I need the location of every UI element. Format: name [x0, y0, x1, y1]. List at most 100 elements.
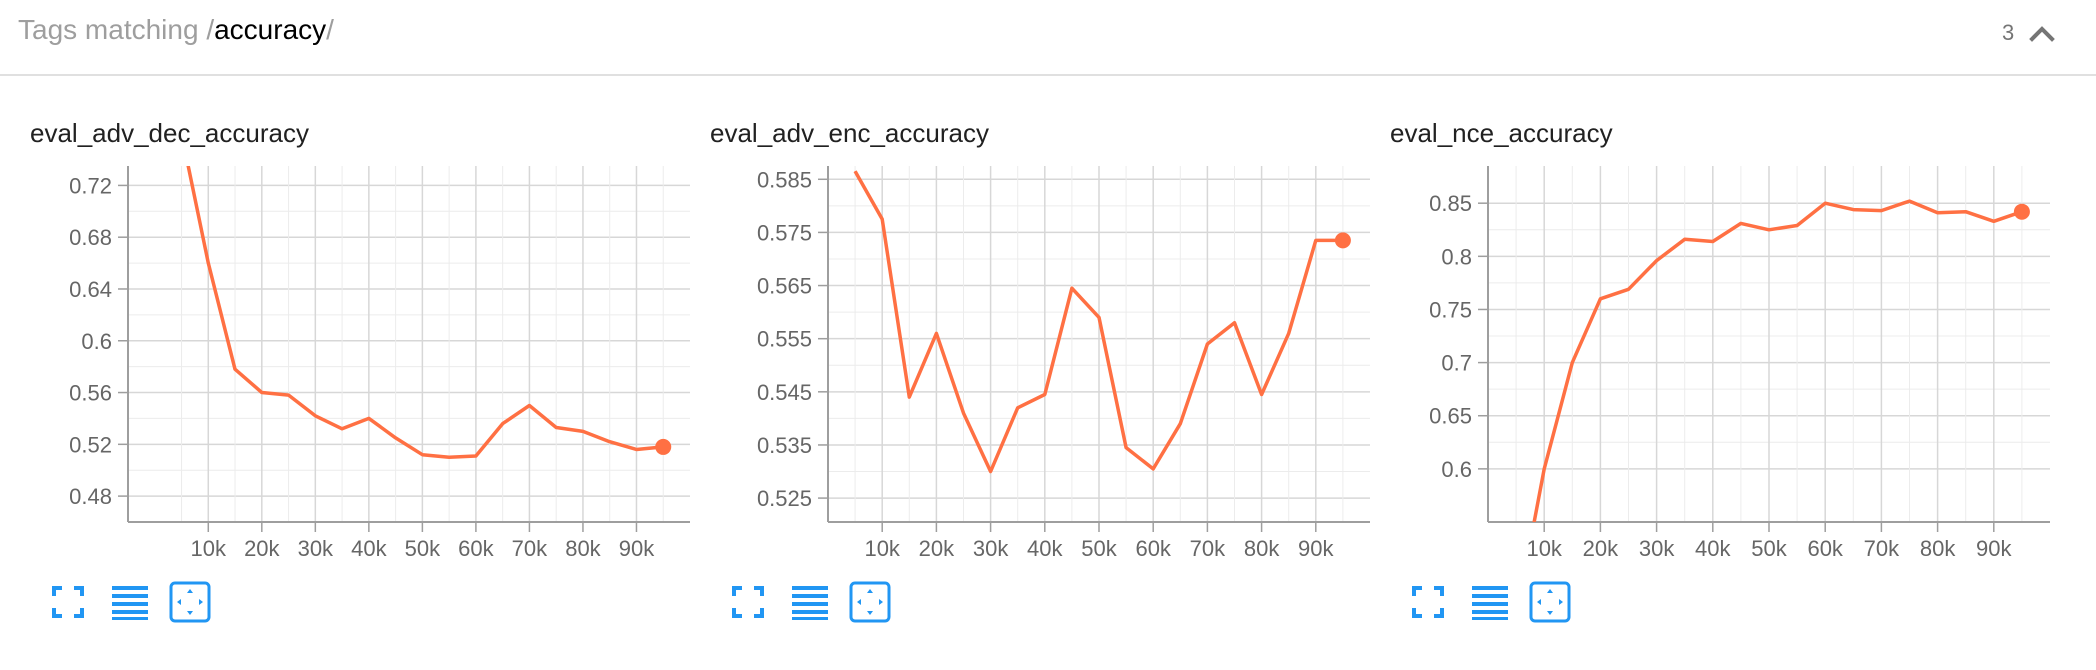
data-point [1909, 200, 1910, 202]
x-tick-label: 20k [1583, 536, 1619, 561]
x-tick-label: 70k [1190, 536, 1226, 561]
y-tick-label: 0.65 [1429, 404, 1472, 429]
data-point [1017, 407, 1019, 409]
x-tick-label: 40k [1695, 536, 1731, 561]
data-point [1071, 287, 1073, 289]
chevron-up-icon [2029, 26, 2055, 42]
y-tick-label: 0.585 [757, 167, 812, 192]
data-point [1288, 332, 1290, 334]
tag-filter-suffix: / [326, 14, 334, 45]
data-point [963, 412, 964, 414]
data-point [1684, 238, 1686, 240]
x-tick-label: 90k [1976, 536, 2012, 561]
chart-card: eval_adv_enc_accuracy 0.525 0.535 0.545 0.5… [710, 110, 1390, 630]
data-point [582, 430, 584, 432]
data-point [1796, 225, 1798, 227]
y-tick-label: 0.85 [1429, 191, 1472, 216]
tag-filter-prefix: Tags matching / [18, 14, 215, 45]
y-tick-label: 0.525 [757, 486, 812, 511]
data-point [1234, 322, 1235, 324]
x-tick-label: 50k [1751, 536, 1787, 561]
data-point [1880, 210, 1882, 212]
data-point [1993, 220, 1995, 222]
data-point [1768, 229, 1770, 231]
tag-filter-query: accuracy [214, 14, 327, 45]
fit-domain-icon [169, 581, 211, 623]
data-point [854, 170, 856, 172]
data-point [528, 404, 530, 406]
y-tick-label: 0.575 [757, 220, 812, 245]
data-point [1599, 298, 1601, 300]
fit-domain-button[interactable] [168, 580, 212, 624]
y-tick-label: 0.68 [69, 225, 112, 250]
data-point [448, 456, 450, 458]
fullscreen-icon [732, 586, 764, 618]
fit-domain-icon [849, 581, 891, 623]
data-point [1852, 209, 1854, 211]
data-point [1125, 447, 1127, 449]
x-tick-label: 80k [1244, 536, 1280, 561]
data-point [341, 428, 343, 430]
last-value-marker [655, 438, 672, 455]
y-tick-label: 0.64 [69, 277, 112, 302]
x-tick-label: 40k [351, 536, 387, 561]
data-point [1261, 393, 1263, 395]
line-chart[interactable]: 0.48 0.52 0.56 0.6 0.64 0.68 0.72 10k 20k 30k 40k 5… [30, 166, 700, 576]
line-chart[interactable]: 0.525 0.535 0.545 0.555 0.565 0.575 0.585 10k 20… [710, 166, 1380, 576]
data-point [1712, 240, 1714, 242]
data-point [881, 218, 883, 220]
y-tick-label: 0.565 [757, 274, 812, 299]
chart-title: eval_adv_dec_accuracy [30, 118, 309, 148]
y-tick-label: 0.545 [757, 380, 812, 405]
data-point [1937, 212, 1939, 214]
log-scale-button[interactable] [108, 580, 152, 624]
data-point [1179, 423, 1181, 425]
log-scale-button[interactable] [1468, 580, 1512, 624]
y-tick-label: 0.48 [69, 484, 112, 509]
y-tick-label: 0.75 [1429, 297, 1472, 322]
x-tick-label: 30k [1639, 536, 1675, 561]
data-point [1628, 288, 1629, 290]
x-tick-label: 20k [919, 536, 955, 561]
log-scale-button[interactable] [788, 580, 832, 624]
fit-domain-button[interactable] [848, 580, 892, 624]
fit-domain-button[interactable] [1528, 580, 1572, 624]
last-value-marker [2013, 203, 2030, 220]
x-tick-label: 60k [1135, 536, 1171, 561]
data-point [1824, 202, 1826, 204]
log-scale-icon [112, 586, 148, 620]
data-point [1543, 468, 1545, 470]
data-point [1152, 468, 1154, 470]
x-tick-label: 10k [864, 536, 900, 561]
chart-card: eval_nce_accuracy 0.6 0.65 0.7 0.75 0.8 0.85 1… [1390, 110, 2070, 630]
y-tick-label: 0.7 [1441, 351, 1472, 376]
x-tick-label: 60k [1807, 536, 1843, 561]
log-scale-icon [1472, 586, 1508, 620]
chart-title: eval_nce_accuracy [1390, 118, 1613, 148]
data-point [1315, 239, 1317, 241]
y-tick-label: 0.555 [757, 327, 812, 352]
y-tick-label: 0.56 [69, 381, 112, 406]
chart-title: eval_adv_enc_accuracy [710, 118, 989, 148]
fullscreen-button[interactable] [1406, 580, 1450, 624]
fullscreen-icon [1412, 586, 1444, 618]
x-tick-label: 30k [298, 536, 334, 561]
data-point [395, 437, 397, 439]
data-point [635, 449, 637, 451]
chart-card: eval_adv_dec_accuracy 0.48 0.52 0.56 0.6 0.6… [30, 110, 710, 630]
log-scale-icon [792, 586, 828, 620]
fullscreen-button[interactable] [726, 580, 770, 624]
x-tick-label: 80k [565, 536, 601, 561]
data-point [1571, 362, 1573, 364]
x-tick-label: 20k [244, 536, 280, 561]
y-tick-label: 0.6 [1441, 457, 1472, 482]
line-chart[interactable]: 0.6 0.65 0.7 0.75 0.8 0.85 10k 20k 30k 40k 50k 60k 7… [1390, 166, 2060, 576]
x-tick-label: 70k [1864, 536, 1900, 561]
x-tick-label: 70k [512, 536, 548, 561]
data-point [421, 454, 423, 456]
collapse-toggle[interactable] [2024, 16, 2060, 52]
data-point [609, 441, 611, 443]
fullscreen-button[interactable] [46, 580, 90, 624]
data-point [288, 394, 290, 396]
y-tick-label: 0.72 [69, 173, 112, 198]
